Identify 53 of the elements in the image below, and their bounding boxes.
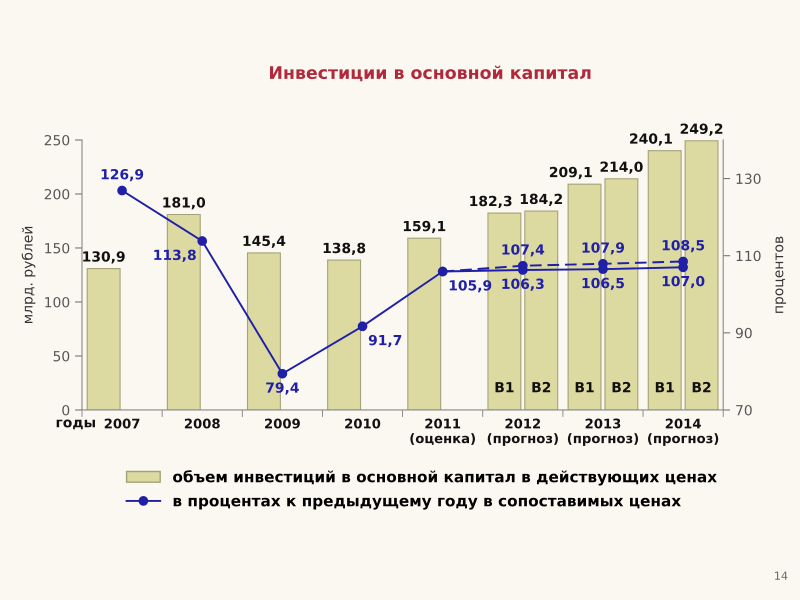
data-label: 105,9 <box>450 280 492 292</box>
data-label: 107,0 <box>662 276 704 288</box>
y2-tick-label: 130 <box>736 174 761 184</box>
y-tick-label: 0 <box>62 404 70 416</box>
y-tick-label: 100 <box>45 296 70 308</box>
annotation: В1 <box>496 382 514 392</box>
text: 14 <box>775 572 788 580</box>
x-tick-label: 2008 <box>184 418 220 429</box>
data-label: 182,3 <box>470 196 512 208</box>
y2-tick-label: 90 <box>736 328 752 338</box>
data-label: 91,7 <box>368 334 402 348</box>
legend-label: объем инвестиций в основной капитал в действующих ценах <box>173 470 717 486</box>
legend-label: в процентах к предыдущему году в сопоставимых ценах <box>174 498 681 510</box>
x-tick-label: 2010 <box>345 418 380 429</box>
y2-tick-label: 70 <box>736 404 752 416</box>
annotation: В1 <box>576 382 594 392</box>
data-label: 126,9 <box>102 168 144 182</box>
data-label: 159,1 <box>404 220 446 234</box>
y-axis-title: млрд. рублей <box>22 226 36 324</box>
data-label: 249,2 <box>680 123 722 136</box>
data-label: 107,4 <box>502 244 544 256</box>
y2-tick-label: 110 <box>736 250 761 262</box>
data-label: 138,8 <box>324 242 366 255</box>
annotation: В2 <box>692 382 710 392</box>
x-tick-label: 2007 <box>104 418 140 429</box>
data-label: 130,9 <box>83 251 125 264</box>
x-tick-label: 2012 (прогноз) <box>488 418 558 446</box>
data-label: 214,0 <box>600 161 643 174</box>
data-label: 113,8 <box>154 250 196 262</box>
chart-title: Инвестиции в основной капитал <box>270 66 590 82</box>
data-label: 209,1 <box>550 166 592 180</box>
annotation: В2 <box>532 382 550 392</box>
y-tick-label: 200 <box>44 188 70 200</box>
data-label: 106,3 <box>502 278 544 291</box>
y-tick-label: 50 <box>54 350 70 362</box>
data-label: 79,4 <box>266 382 299 395</box>
x-tick-label: 2013 (прогноз) <box>568 418 638 446</box>
x-tick-label: 2014 (прогноз) <box>648 418 718 446</box>
x-axis-title: годы <box>56 420 95 430</box>
data-label: 240,1 <box>630 133 672 146</box>
data-label: 107,9 <box>582 242 624 255</box>
y2-axis-title: процентов <box>775 236 786 313</box>
data-label: 108,5 <box>662 240 704 252</box>
y-tick-label: 150 <box>45 242 70 254</box>
annotation: В2 <box>612 382 630 392</box>
x-tick-label: 2011 (оценка) <box>410 418 475 445</box>
data-label: 145,4 <box>244 236 286 248</box>
annotation: В1 <box>656 382 674 392</box>
y-tick-label: 250 <box>44 134 70 146</box>
data-label: 181,0 <box>163 197 206 210</box>
x-tick-label: 2009 <box>265 418 300 429</box>
data-label: 184,2 <box>520 194 562 206</box>
data-label: 106,5 <box>582 278 624 290</box>
